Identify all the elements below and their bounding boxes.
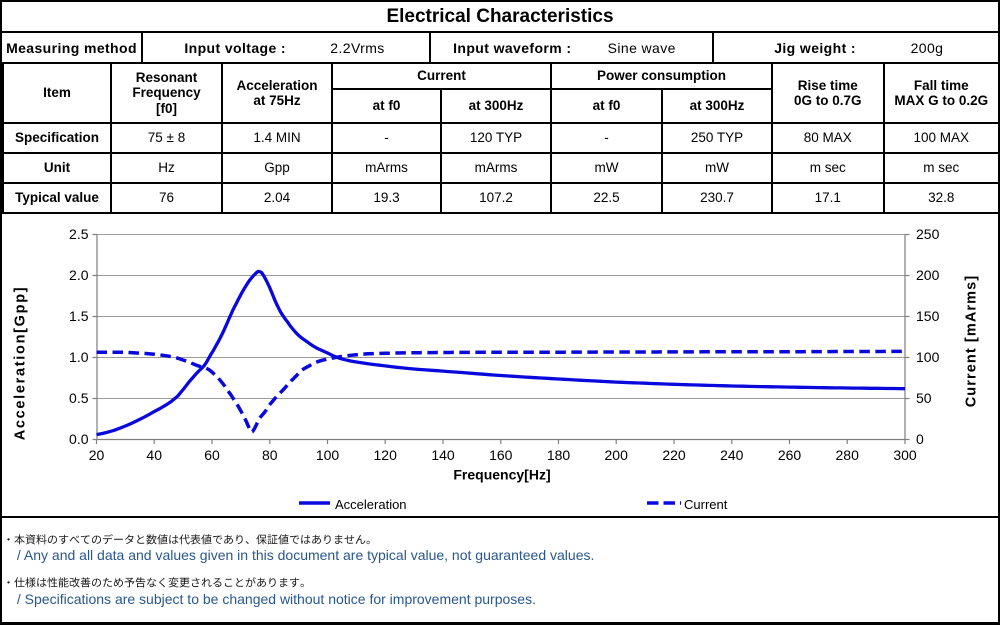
svg-text:100: 100 — [916, 349, 940, 365]
svg-text:Frequency[Hz]: Frequency[Hz] — [453, 467, 550, 483]
svg-text:120: 120 — [374, 447, 398, 463]
svg-text:200: 200 — [605, 447, 629, 463]
svg-text:260: 260 — [778, 447, 802, 463]
svg-text:Acceleration[Gpp]: Acceleration[Gpp] — [13, 286, 29, 441]
svg-text:50: 50 — [916, 390, 932, 406]
svg-text:0.5: 0.5 — [69, 390, 89, 406]
svg-text:220: 220 — [662, 447, 686, 463]
svg-text:150: 150 — [916, 308, 940, 324]
svg-text:0.0: 0.0 — [69, 431, 89, 447]
svg-text:100: 100 — [316, 447, 340, 463]
svg-text:240: 240 — [720, 447, 744, 463]
svg-text:300: 300 — [893, 447, 917, 463]
svg-text:80: 80 — [262, 447, 278, 463]
svg-text:280: 280 — [836, 447, 860, 463]
svg-text:40: 40 — [146, 447, 162, 463]
svg-text:180: 180 — [547, 447, 571, 463]
svg-text:20: 20 — [89, 447, 105, 463]
svg-text:140: 140 — [431, 447, 455, 463]
svg-text:0: 0 — [916, 431, 924, 447]
svg-text:250: 250 — [916, 226, 940, 242]
svg-text:Current [mArms]: Current [mArms] — [964, 275, 980, 408]
svg-text:2.0: 2.0 — [69, 267, 89, 283]
svg-text:160: 160 — [489, 447, 513, 463]
svg-text:2.5: 2.5 — [69, 226, 89, 242]
svg-text:Current: Current — [684, 497, 728, 512]
svg-text:200: 200 — [916, 267, 940, 283]
svg-text:60: 60 — [204, 447, 220, 463]
svg-text:1.0: 1.0 — [69, 349, 89, 365]
svg-text:1.5: 1.5 — [69, 308, 89, 324]
svg-text:Acceleration: Acceleration — [335, 497, 407, 512]
